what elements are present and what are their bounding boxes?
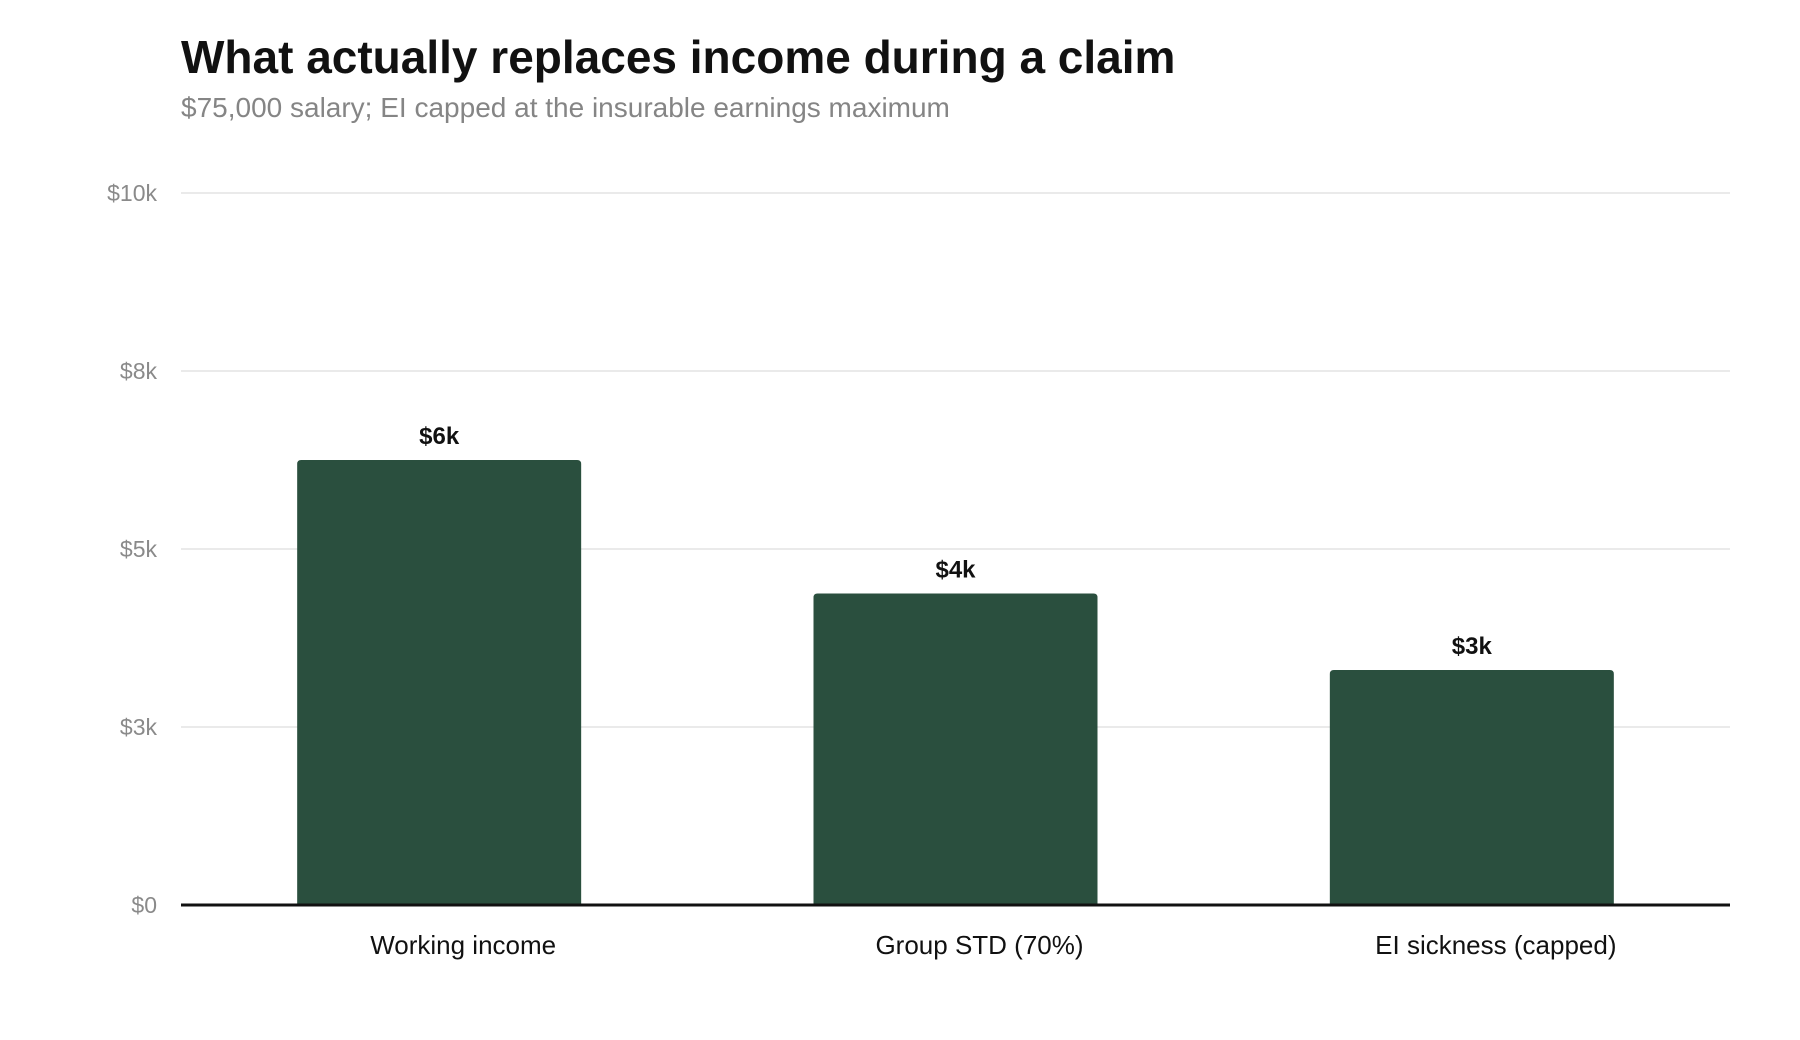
- data-labels: $6k $4k $3k: [419, 423, 1492, 660]
- bar: [813, 593, 1098, 905]
- y-tick-label: $10k: [107, 180, 157, 206]
- x-category-label: Working income: [370, 930, 556, 960]
- x-category-label: EI sickness (capped): [1375, 930, 1616, 960]
- bar: [297, 460, 582, 905]
- y-tick-label: $0: [131, 892, 157, 918]
- data-label: $6k: [419, 423, 460, 450]
- data-label: $3k: [1452, 633, 1493, 660]
- y-axis-ticks: $0 $3k $5k $8k $10k: [107, 180, 157, 918]
- chart-title: What actually replaces income during a c…: [181, 31, 1176, 83]
- bars: [297, 460, 1614, 905]
- y-tick-label: $3k: [120, 714, 158, 740]
- bar: [1329, 670, 1614, 905]
- x-axis-categories: Working income Group STD (70%) EI sickness…: [370, 930, 1616, 960]
- x-category-label: Group STD (70%): [875, 930, 1083, 960]
- y-tick-label: $5k: [120, 536, 158, 562]
- y-tick-label: $8k: [120, 358, 158, 384]
- chart-subtitle: $75,000 salary; EI capped at the insurab…: [181, 92, 950, 123]
- data-label: $4k: [935, 557, 976, 584]
